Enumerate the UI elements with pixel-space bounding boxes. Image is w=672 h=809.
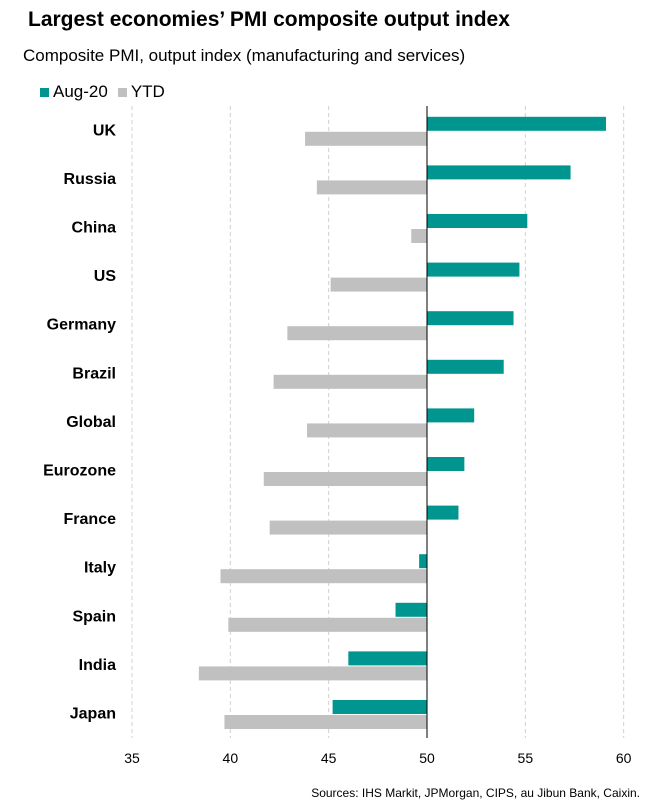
bar-global-aug20	[427, 408, 475, 423]
category-label-eurozone: Eurozone	[43, 463, 116, 480]
bar-china-aug20	[427, 214, 528, 228]
category-label-us: US	[94, 268, 117, 285]
bar-us-aug20	[427, 262, 520, 277]
bar-uk-aug20	[427, 116, 606, 131]
chart-title: Largest economies’ PMI composite output …	[28, 8, 510, 31]
legend-swatch-ytd	[117, 87, 127, 97]
bar-russia-aug20	[427, 165, 571, 180]
category-label-brazil: Brazil	[72, 365, 116, 382]
bar-india-aug20	[348, 651, 427, 666]
category-label-russia: Russia	[64, 171, 117, 188]
legend-swatch-aug20	[40, 87, 49, 97]
bar-japan-aug20	[332, 700, 427, 714]
category-label-uk: UK	[93, 122, 117, 139]
gridlines	[131, 106, 625, 738]
category-label-china: China	[72, 220, 117, 237]
bar-brazil-aug20	[427, 359, 504, 374]
bar-france-aug20	[427, 505, 459, 520]
chart-subtitle: Composite PMI, output index (manufacturi…	[23, 46, 466, 65]
legend-item-ytd: YTD	[117, 82, 165, 102]
x-tick-label-35: 35	[124, 750, 140, 766]
category-label-spain: Spain	[72, 608, 116, 625]
bar-spain-aug20	[395, 602, 427, 617]
category-label-japan: Japan	[70, 706, 116, 723]
bar-italy-ytd	[220, 569, 427, 584]
bar-brazil-ytd	[273, 374, 427, 389]
category-label-italy: Italy	[84, 560, 116, 577]
axis: 35 40 45 50 55 60	[124, 106, 632, 766]
bar-china-ytd	[411, 229, 427, 243]
bar-india-ytd	[198, 666, 427, 681]
source-note: Sources: IHS Markit, JPMorgan, CIPS, au …	[311, 786, 640, 800]
x-tick-label-40: 40	[223, 750, 239, 766]
bar-germany-aug20	[427, 311, 514, 326]
bar-italy-aug20	[419, 554, 427, 569]
bar-us-ytd	[330, 277, 427, 292]
x-tick-label-60: 60	[616, 750, 632, 766]
category-label-germany: Germany	[47, 317, 116, 334]
bar-global-ytd	[307, 423, 427, 438]
bar-germany-ytd	[287, 326, 427, 341]
x-tick-label-55: 55	[518, 750, 534, 766]
category-label-global: Global	[66, 414, 116, 431]
bar-russia-ytd	[316, 180, 427, 195]
bars	[198, 116, 606, 729]
legend-item-aug20: Aug-20	[40, 82, 108, 102]
bar-japan-ytd	[224, 715, 427, 729]
category-labels: UK Russia China US Germany Brazil Global Eurozo…	[43, 122, 116, 722]
category-label-france: France	[64, 511, 117, 528]
x-tick-label-50: 50	[419, 750, 435, 766]
bar-france-ytd	[269, 520, 427, 535]
legend: Aug-20 YTD	[40, 82, 175, 102]
bar-uk-ytd	[305, 131, 427, 146]
legend-label-aug20: Aug-20	[53, 82, 108, 101]
legend-label-ytd: YTD	[130, 82, 165, 101]
bar-spain-ytd	[228, 617, 427, 632]
bar-eurozone-aug20	[427, 457, 465, 471]
category-label-india: India	[79, 657, 116, 674]
bar-eurozone-ytd	[263, 472, 427, 486]
x-tick-label-45: 45	[321, 750, 337, 766]
